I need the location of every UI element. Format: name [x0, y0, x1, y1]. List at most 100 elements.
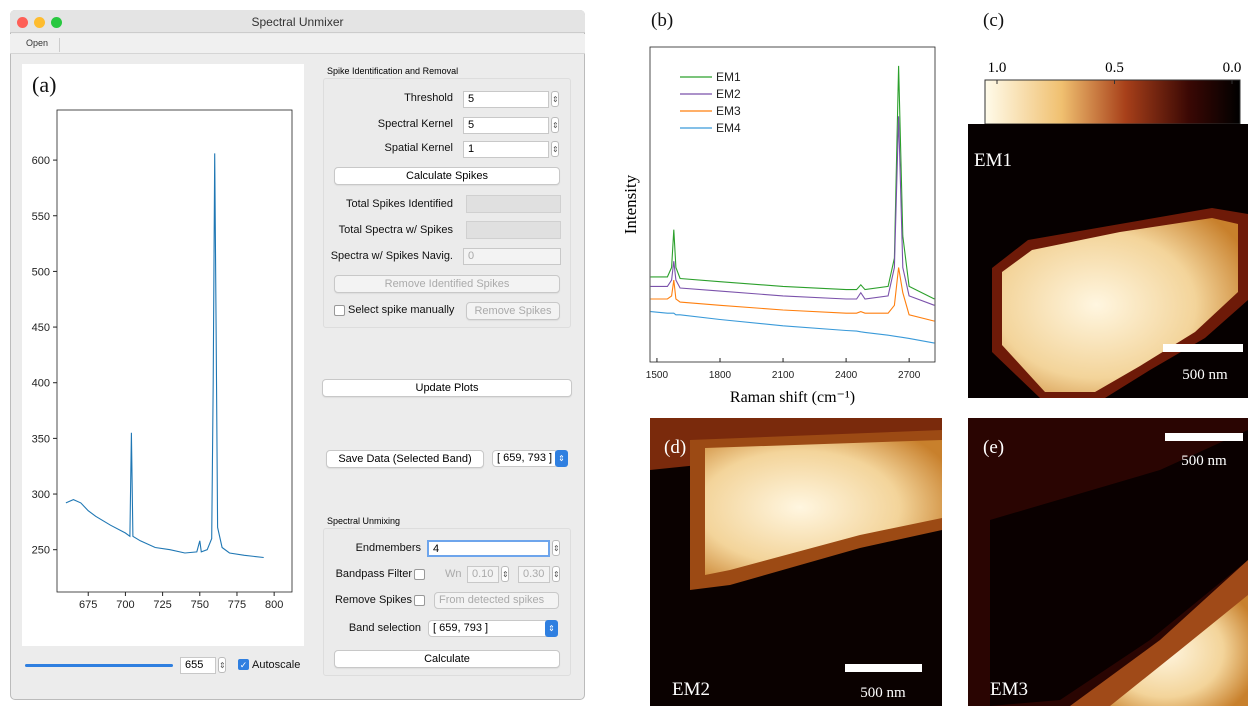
- wn-high: 0.30: [518, 566, 550, 583]
- title-bar: [10, 10, 585, 33]
- spinner: ⇕: [501, 566, 509, 582]
- autoscale-checkbox[interactable]: ✓: [238, 659, 249, 670]
- field-input[interactable]: 5: [463, 91, 549, 108]
- scale-label: 500 nm: [1182, 367, 1228, 383]
- field-label: Spectral Kernel: [377, 118, 453, 130]
- field-label: Bandpass Filter: [335, 568, 412, 580]
- close-button[interactable]: [17, 17, 28, 28]
- data-line: [650, 267, 935, 322]
- window-title: Spectral Unmixer: [251, 15, 344, 29]
- y-tick-label: 300: [32, 489, 50, 501]
- scale-label: 500 nm: [1181, 453, 1227, 469]
- map-region: [1110, 595, 1248, 706]
- x-tick-label: 775: [228, 599, 246, 611]
- slider-value[interactable]: 655: [180, 657, 216, 674]
- y-tick-label: 400: [32, 378, 50, 390]
- panel-label: (b): [651, 10, 674, 31]
- zoom-button[interactable]: [51, 17, 62, 28]
- calculate-spikes-button[interactable]: Calculate Spikes: [334, 167, 560, 185]
- checkbox[interactable]: [414, 569, 425, 580]
- colorbar-tick-label: 0.0: [1223, 60, 1242, 76]
- checkbox-label: Select spike manually: [348, 304, 455, 316]
- panel-label: (d): [664, 437, 686, 458]
- y-tick-label: 350: [32, 433, 50, 445]
- map-region: [1002, 218, 1238, 392]
- x-tick-label: 725: [153, 599, 171, 611]
- spinner[interactable]: ⇕: [552, 540, 560, 556]
- plot-frame: [649, 46, 936, 363]
- x-tick-label: 700: [116, 599, 134, 611]
- scale-bar: [845, 664, 922, 672]
- stat-label: Spectra w/ Spikes Navig.: [330, 250, 453, 262]
- panel-label: (c): [983, 10, 1005, 31]
- scale-label: 500 nm: [860, 685, 906, 701]
- group-heading: Spike Identification and Removal: [327, 66, 459, 76]
- stat-label: Total Spikes Identified: [345, 198, 453, 210]
- colorbar-tick-label: 0.5: [1105, 60, 1124, 76]
- save-data-button[interactable]: Save Data (Selected Band): [326, 450, 484, 468]
- menu-open[interactable]: Open: [18, 38, 60, 52]
- band-select[interactable]: [ 659, 793 ]: [428, 620, 558, 637]
- field-input[interactable]: 1: [463, 141, 549, 158]
- map-label: EM2: [672, 679, 710, 700]
- y-tick-label: 250: [32, 545, 50, 557]
- navig-input: 0: [463, 248, 561, 265]
- stat-label: Total Spectra w/ Spikes: [338, 224, 453, 236]
- update-plots-button[interactable]: Update Plots: [322, 379, 572, 397]
- legend-label: EM2: [716, 87, 741, 101]
- colorbar: [984, 79, 1241, 125]
- field-label: Band selection: [348, 622, 421, 634]
- y-tick-label: 500: [32, 266, 50, 278]
- spinner[interactable]: ⇕: [551, 91, 559, 107]
- x-tick-label: 675: [79, 599, 97, 611]
- field-label: Remove Spikes: [334, 594, 412, 606]
- checkbox[interactable]: [414, 595, 425, 606]
- x-tick-label: 2400: [835, 370, 858, 381]
- slider[interactable]: [25, 664, 173, 667]
- checkbox-label: Autoscale: [252, 659, 301, 671]
- spinner[interactable]: ⇕: [218, 657, 226, 673]
- minimize-button[interactable]: [34, 17, 45, 28]
- legend-label: EM3: [716, 104, 741, 118]
- y-tick-label: 450: [32, 322, 50, 334]
- x-axis-label: Raman shift (cm⁻¹): [730, 389, 855, 406]
- band-select[interactable]: [ 659, 793 ]: [492, 450, 558, 467]
- map-label: EM3: [990, 679, 1028, 700]
- remove-identified-button: Remove Identified Spikes: [334, 275, 560, 293]
- scale-bar: [1163, 344, 1243, 352]
- data-line: [650, 311, 935, 344]
- wn-label: Wn: [445, 568, 462, 580]
- panel-label: (e): [983, 437, 1004, 458]
- x-tick-label: 1500: [646, 370, 669, 381]
- panel-label: (a): [32, 72, 57, 97]
- spinner: ⇕: [552, 566, 560, 582]
- map-region: [705, 440, 942, 575]
- select-arrow[interactable]: ⇕: [545, 620, 558, 637]
- spinner[interactable]: ⇕: [551, 141, 559, 157]
- data-line: [650, 116, 935, 306]
- field-input[interactable]: 5: [463, 117, 549, 134]
- y-tick-label: 550: [32, 211, 50, 223]
- group-heading: Spectral Unmixing: [327, 516, 401, 526]
- field-label: Endmembers: [355, 542, 421, 554]
- select-arrow[interactable]: ⇕: [555, 450, 568, 467]
- x-tick-label: 750: [191, 599, 209, 611]
- data-line: [65, 153, 264, 559]
- endmembers-input[interactable]: 4: [427, 540, 550, 557]
- calculate-button[interactable]: Calculate: [334, 650, 560, 668]
- checkbox[interactable]: [334, 305, 345, 316]
- remove-spikes-button: Remove Spikes: [466, 302, 560, 320]
- legend-label: EM4: [716, 121, 741, 135]
- stat-box: [466, 221, 561, 239]
- spinner[interactable]: ⇕: [551, 117, 559, 133]
- map-dark: [990, 430, 1248, 706]
- wn-low: 0.10: [467, 566, 499, 583]
- toolbar: [10, 34, 585, 54]
- x-tick-label: 2700: [898, 370, 921, 381]
- y-tick-label: 600: [32, 155, 50, 167]
- map-label: EM1: [974, 150, 1012, 171]
- data-line: [650, 65, 935, 300]
- x-tick-label: 2100: [772, 370, 795, 381]
